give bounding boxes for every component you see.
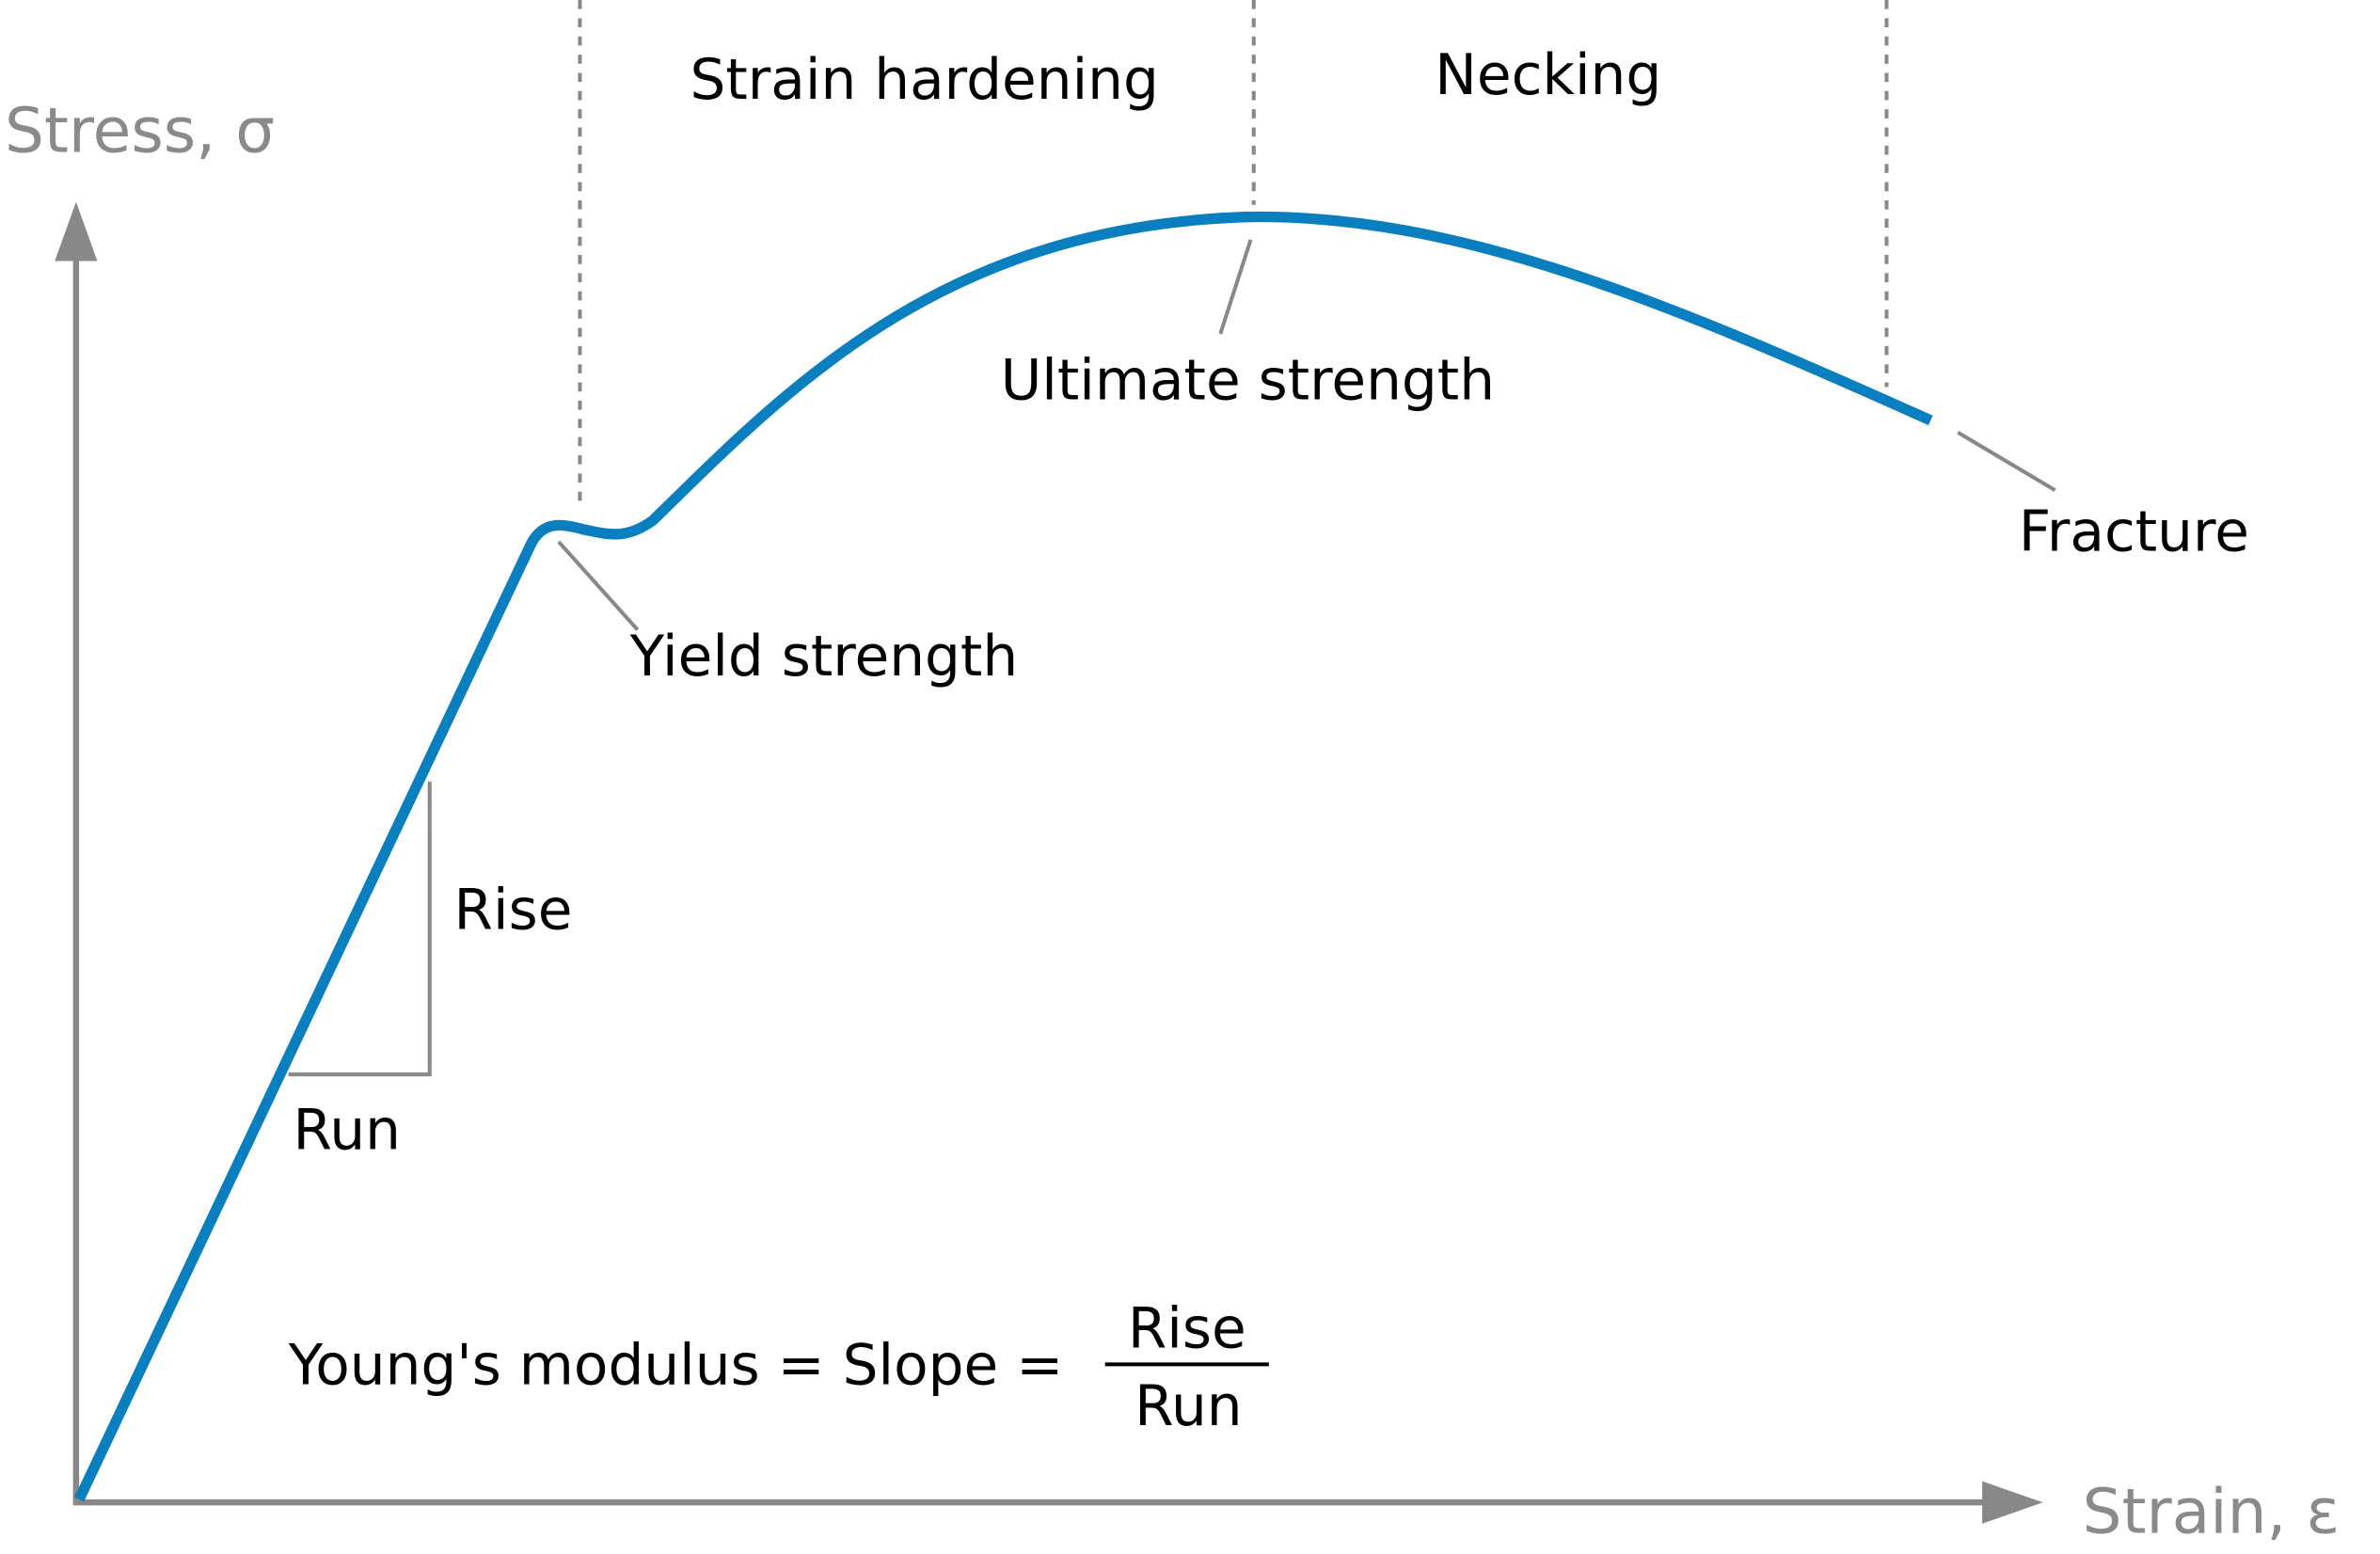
- leader-line: [557, 540, 640, 631]
- y-axis-label: Stress, σ: [5, 94, 275, 166]
- formula-numerator: Rise: [1128, 1297, 1246, 1362]
- y-axis-arrow: [55, 201, 98, 262]
- slope-triangle: [288, 781, 432, 1077]
- ultimate-label: Ultimate strength: [1001, 348, 1495, 413]
- rise-label: Rise: [454, 878, 573, 943]
- x-axis-arrow: [1982, 1481, 2043, 1524]
- formula-text: Young's modulus = Slope =: [288, 1333, 1064, 1398]
- leader-line: [1218, 239, 1253, 335]
- formula-denominator: Run: [1134, 1374, 1242, 1439]
- fracture-label: Fracture: [2019, 500, 2249, 565]
- run-label: Run: [294, 1098, 401, 1163]
- yield-label: Yield strength: [629, 625, 1018, 690]
- x-axis-label: Strain, ε: [2083, 1475, 2340, 1547]
- leader-line: [1957, 431, 2056, 492]
- stress-strain-curve: [73, 211, 1933, 1502]
- region-label: Strain hardening: [690, 48, 1158, 113]
- region-label: Necking: [1435, 43, 1661, 108]
